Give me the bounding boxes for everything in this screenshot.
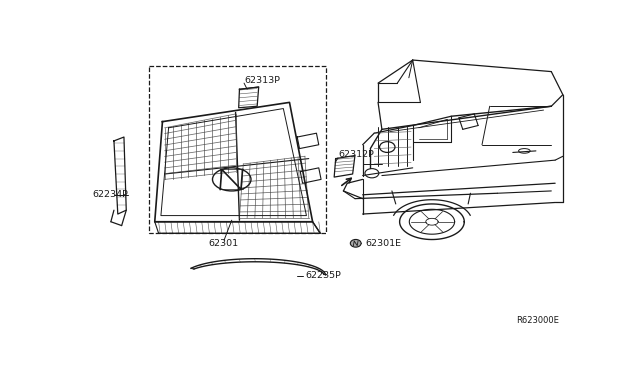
- Text: R623000E: R623000E: [516, 316, 559, 325]
- Ellipse shape: [350, 240, 361, 247]
- Text: 62301E: 62301E: [365, 239, 401, 248]
- Text: 62313P: 62313P: [244, 76, 280, 84]
- Text: 62235P: 62235P: [305, 271, 340, 280]
- Text: 62312P: 62312P: [338, 150, 374, 159]
- Text: 62301: 62301: [209, 239, 239, 248]
- Text: 62234P: 62234P: [92, 190, 128, 199]
- Bar: [149, 66, 326, 233]
